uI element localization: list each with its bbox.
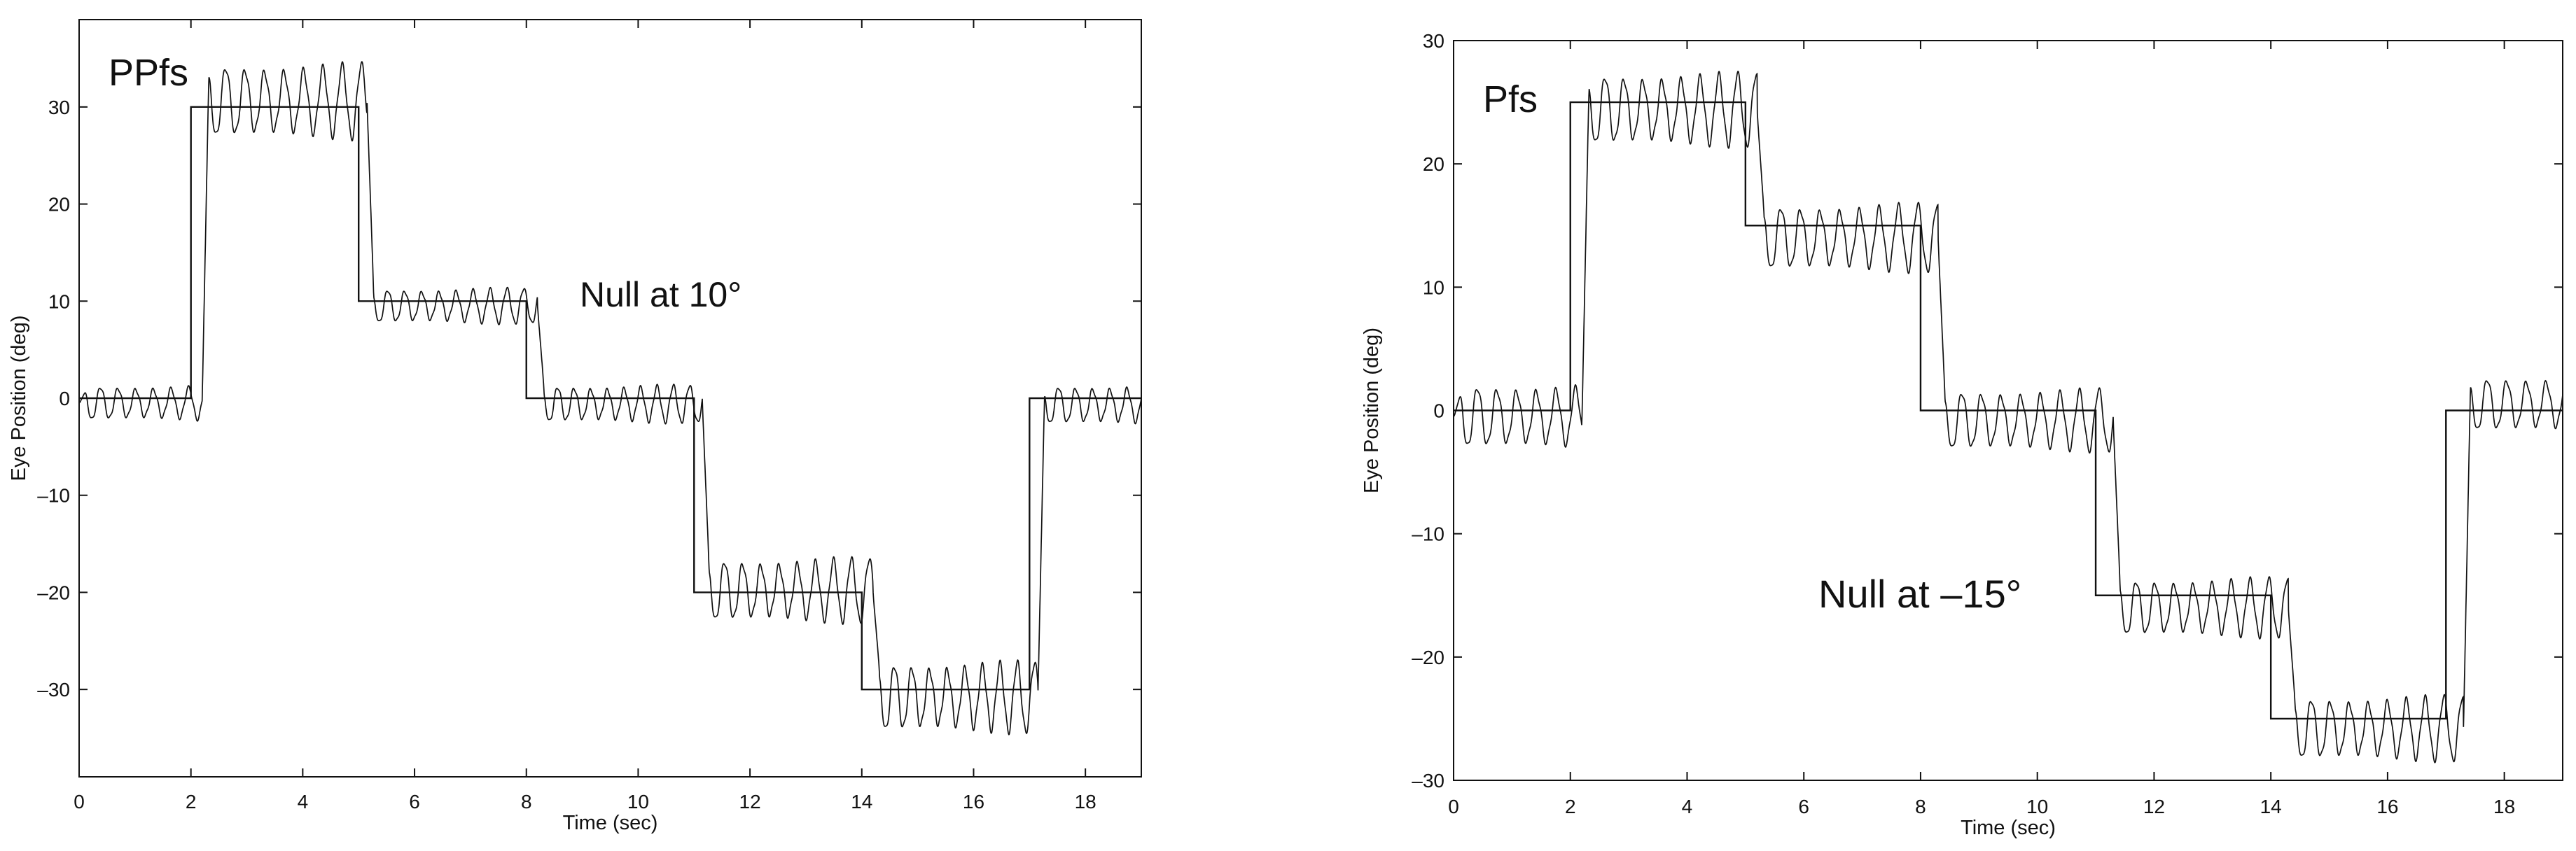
- x-axis-title: Time (sec): [1961, 817, 2056, 839]
- y-tick-label: –30: [37, 679, 70, 701]
- y-tick-labels: –30 –20 –10 0 10 20 30: [37, 97, 70, 701]
- x-tick-label: 18: [1075, 791, 1096, 813]
- x-tick-label: 10: [2026, 796, 2048, 817]
- x-tick-label: 0: [74, 791, 85, 813]
- x-tick-label: 6: [1798, 796, 1809, 817]
- y-tick-label: –10: [1412, 523, 1444, 545]
- eye-position-trace: [78, 61, 1142, 736]
- x-axis-title: Time (sec): [563, 812, 658, 834]
- x-tick-label: 18: [2493, 796, 2515, 817]
- x-tick-label: 4: [298, 791, 309, 813]
- x-tick-label: 12: [2143, 796, 2165, 817]
- y-tick-label: 20: [1423, 153, 1444, 175]
- panel-label: Pfs: [1483, 78, 1538, 120]
- eye-position-trace: [1453, 71, 2563, 764]
- y-tick-label: –30: [1412, 770, 1444, 792]
- x-tick-label: 8: [521, 791, 532, 813]
- tick-marks: [1453, 40, 2563, 781]
- x-tick-label: 10: [627, 791, 649, 813]
- x-tick-labels: 0 2 4 6 8 10 12 14 16 18: [1448, 796, 2515, 817]
- x-tick-label: 4: [1682, 796, 1693, 817]
- y-tick-label: 20: [48, 194, 70, 216]
- y-tick-label: 10: [1423, 276, 1444, 298]
- x-tick-label: 2: [186, 791, 197, 813]
- y-tick-label: –10: [37, 485, 70, 507]
- y-tick-label: 0: [1433, 400, 1444, 422]
- target-step-line: [1454, 101, 2563, 720]
- y-tick-label: 30: [1423, 30, 1444, 52]
- x-tick-label: 12: [739, 791, 761, 813]
- chart-pfs: 0 2 4 6 8 10 12 14 16 18 –30 –20 –10 0 10 20 30 Pfs Nul…: [1360, 30, 2563, 839]
- x-tick-label: 14: [851, 791, 872, 813]
- x-tick-label: 14: [2260, 796, 2282, 817]
- y-axis-title: Eye Position (deg): [1360, 328, 1383, 493]
- panel-label: PPfs: [109, 52, 188, 94]
- y-tick-label: 30: [48, 97, 70, 118]
- x-tick-label: 16: [963, 791, 984, 813]
- y-tick-label: 0: [59, 388, 70, 409]
- x-tick-label: 6: [409, 791, 420, 813]
- y-tick-labels: –30 –20 –10 0 10 20 30: [1412, 30, 1444, 792]
- y-axis-title: Eye Position (deg): [8, 316, 30, 481]
- y-tick-label: –20: [1412, 647, 1444, 668]
- x-tick-label: 8: [1915, 796, 1926, 817]
- x-tick-label: 2: [1565, 796, 1576, 817]
- y-tick-label: –20: [37, 582, 70, 603]
- x-tick-labels: 0 2 4 6 8 10 12 14 16 18: [74, 791, 1096, 813]
- null-annotation: Null at 10°: [580, 275, 742, 314]
- chart-ppfs: 0 2 4 6 8 10 12 14 16 18 –30 –20 –10 0 10 20 30 PPfs Nu…: [8, 19, 1142, 834]
- x-tick-label: 0: [1448, 796, 1459, 817]
- y-tick-label: 10: [48, 290, 70, 312]
- null-annotation: Null at –15°: [1818, 572, 2021, 616]
- x-tick-label: 16: [2376, 796, 2398, 817]
